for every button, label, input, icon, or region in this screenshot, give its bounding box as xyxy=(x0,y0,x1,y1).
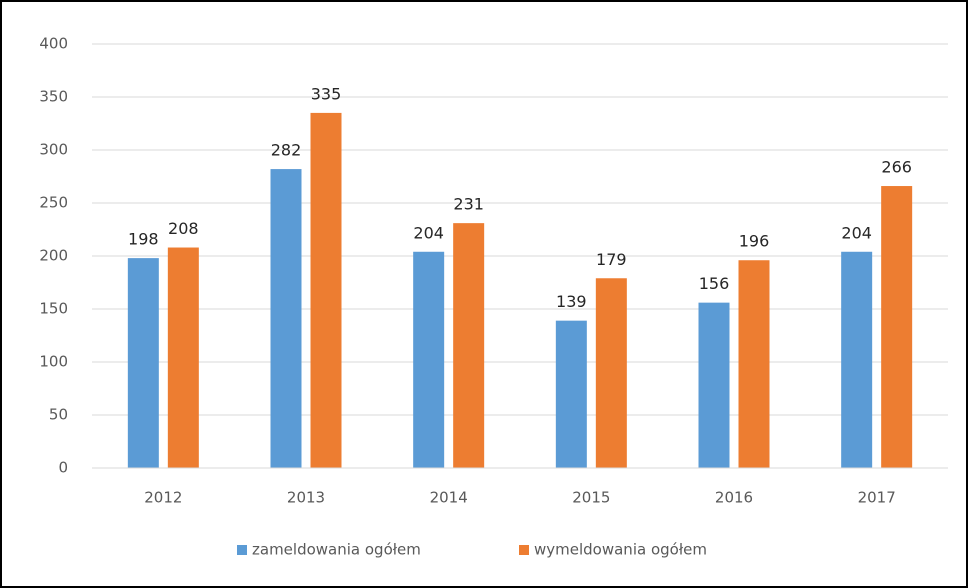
data-label: 208 xyxy=(168,219,199,238)
y-tick-label: 100 xyxy=(39,353,68,371)
y-tick-label: 350 xyxy=(39,88,68,106)
x-tick-label: 2014 xyxy=(430,489,468,507)
bar xyxy=(555,320,587,468)
legend-swatch xyxy=(237,545,247,555)
bar xyxy=(841,251,873,468)
bar xyxy=(738,260,770,468)
y-tick-label: 50 xyxy=(49,406,68,424)
data-label: 156 xyxy=(699,274,730,293)
data-label: 231 xyxy=(453,195,484,214)
data-label: 282 xyxy=(271,141,302,160)
bar xyxy=(453,223,485,468)
legend-swatch xyxy=(519,545,529,555)
bar xyxy=(270,169,302,468)
y-tick-label: 200 xyxy=(39,247,68,265)
x-tick-label: 2012 xyxy=(144,489,182,507)
y-tick-label: 400 xyxy=(39,35,68,53)
data-label: 204 xyxy=(841,223,872,242)
y-tick-label: 300 xyxy=(39,141,68,159)
data-label: 196 xyxy=(739,232,770,251)
data-label: 335 xyxy=(311,84,342,103)
x-tick-label: 2013 xyxy=(287,489,325,507)
data-label: 139 xyxy=(556,292,587,311)
bar xyxy=(881,186,913,469)
legend-label: zameldowania ogółem xyxy=(252,541,421,559)
bar xyxy=(310,112,342,469)
data-label: 179 xyxy=(596,250,627,269)
x-tick-label: 2017 xyxy=(858,489,896,507)
bar xyxy=(595,278,627,468)
data-label: 266 xyxy=(881,158,912,177)
bar xyxy=(698,302,730,468)
x-tick-label: 2015 xyxy=(572,489,610,507)
bar xyxy=(167,247,199,468)
legend-label: wymeldowania ogółem xyxy=(534,541,707,559)
data-label: 204 xyxy=(413,223,444,242)
bar xyxy=(413,251,445,468)
y-tick-label: 0 xyxy=(58,459,68,477)
y-tick-label: 250 xyxy=(39,194,68,212)
y-tick-label: 150 xyxy=(39,300,68,318)
data-label: 198 xyxy=(128,230,159,249)
bar xyxy=(127,258,159,468)
x-tick-label: 2016 xyxy=(715,489,753,507)
